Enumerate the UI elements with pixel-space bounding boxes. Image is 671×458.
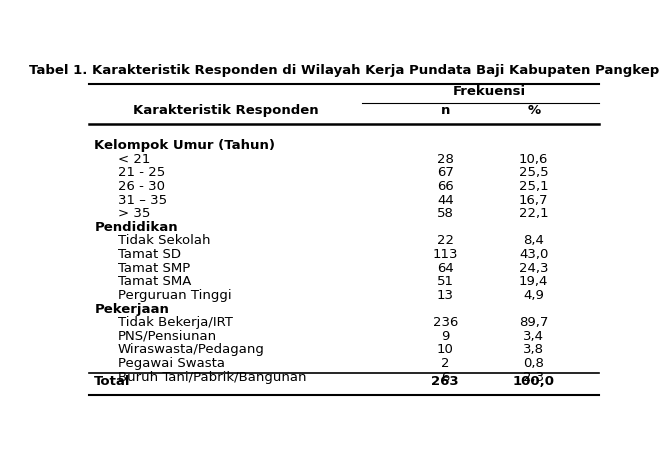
Text: 3,8: 3,8 [523,344,544,356]
Text: 67: 67 [437,166,454,180]
Text: Pegawai Swasta: Pegawai Swasta [117,357,225,370]
Text: 51: 51 [437,275,454,289]
Text: 66: 66 [437,180,454,193]
Text: 24,3: 24,3 [519,262,548,275]
Text: 113: 113 [433,248,458,261]
Text: > 35: > 35 [117,207,150,220]
Text: 16,7: 16,7 [519,194,548,207]
Text: 9: 9 [441,330,450,343]
Text: Buruh Tani/Pabrik/Bangunan: Buruh Tani/Pabrik/Bangunan [117,371,306,384]
Text: Karakteristik Responden: Karakteristik Responden [133,104,319,117]
Text: 28: 28 [437,153,454,166]
Text: < 21: < 21 [117,153,150,166]
Text: Wiraswasta/Pedagang: Wiraswasta/Pedagang [117,344,264,356]
Text: 2,3: 2,3 [523,371,544,384]
Text: 58: 58 [437,207,454,220]
Text: Frekuensi: Frekuensi [453,85,526,98]
Text: 44: 44 [437,194,454,207]
Text: n: n [441,104,450,117]
Text: Tabel 1. Karakteristik Responden di Wilayah Kerja Pundata Baji Kabupaten Pangkep: Tabel 1. Karakteristik Responden di Wila… [29,64,659,77]
Text: 100,0: 100,0 [513,375,555,387]
Text: Pendidikan: Pendidikan [94,221,178,234]
Text: Perguruan Tinggi: Perguruan Tinggi [117,289,231,302]
Text: 13: 13 [437,289,454,302]
Text: Kelompok Umur (Tahun): Kelompok Umur (Tahun) [94,139,275,152]
Text: 2: 2 [441,357,450,370]
Text: 19,4: 19,4 [519,275,548,289]
Text: Total: Total [94,375,131,387]
Text: 263: 263 [431,375,459,387]
Text: Pekerjaan: Pekerjaan [94,303,169,316]
Text: 3,4: 3,4 [523,330,544,343]
Text: 21 - 25: 21 - 25 [117,166,165,180]
Text: 64: 64 [437,262,454,275]
Text: Tidak Sekolah: Tidak Sekolah [117,234,210,247]
Text: Tamat SMA: Tamat SMA [117,275,191,289]
Text: Tamat SD: Tamat SD [117,248,180,261]
Text: 236: 236 [433,316,458,329]
Text: 25,5: 25,5 [519,166,548,180]
Text: 26 - 30: 26 - 30 [117,180,164,193]
Text: 8,4: 8,4 [523,234,544,247]
Text: %: % [527,104,540,117]
Text: 0,8: 0,8 [523,357,544,370]
Text: 6: 6 [441,371,450,384]
Text: 89,7: 89,7 [519,316,548,329]
Text: Tidak Bekerja/IRT: Tidak Bekerja/IRT [117,316,233,329]
Text: 22: 22 [437,234,454,247]
Text: 22,1: 22,1 [519,207,548,220]
Text: 31 – 35: 31 – 35 [117,194,167,207]
Text: Tamat SMP: Tamat SMP [117,262,190,275]
Text: 43,0: 43,0 [519,248,548,261]
Text: 10,6: 10,6 [519,153,548,166]
Text: 4,9: 4,9 [523,289,544,302]
Text: 10: 10 [437,344,454,356]
Text: PNS/Pensiunan: PNS/Pensiunan [117,330,217,343]
Text: 25,1: 25,1 [519,180,548,193]
